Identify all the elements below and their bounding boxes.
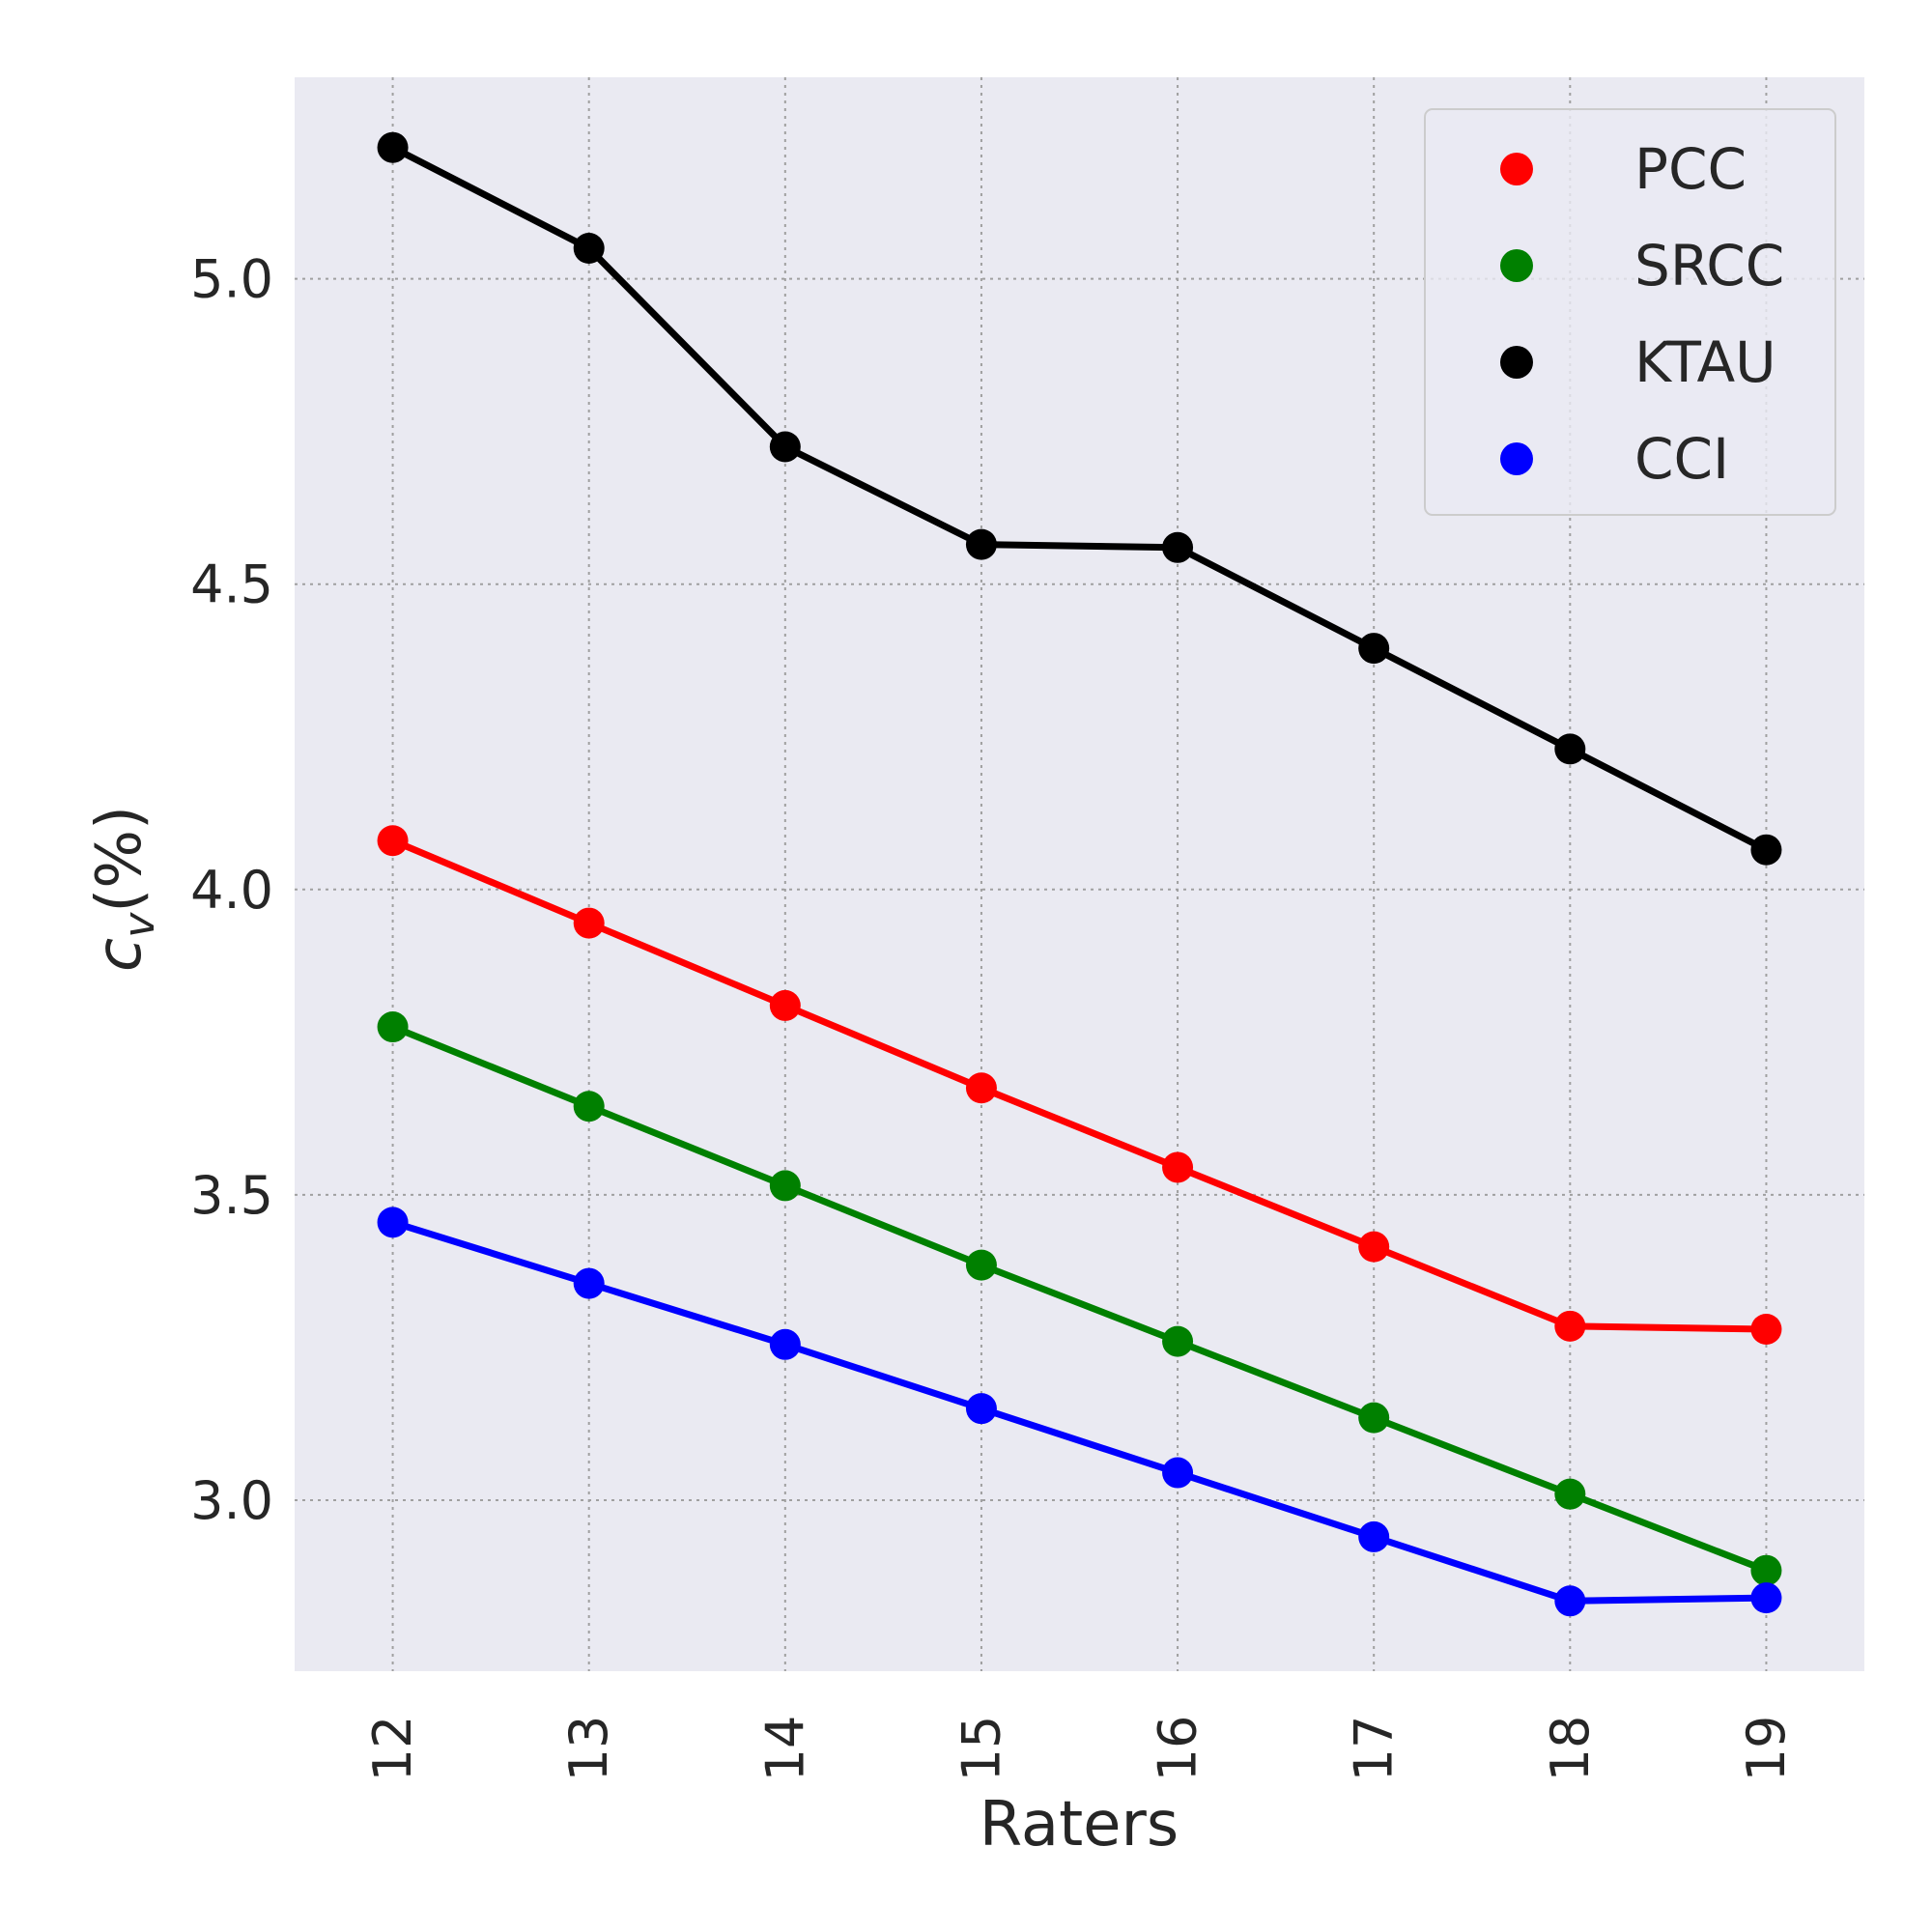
data-point-pcc bbox=[377, 825, 409, 857]
data-point-ktau bbox=[769, 431, 801, 463]
x-tick-label: 12 bbox=[362, 1716, 423, 1782]
legend-marker-srcc bbox=[1500, 249, 1533, 282]
legend-label-pcc: PCC bbox=[1634, 136, 1747, 202]
series-ktau bbox=[377, 131, 1782, 866]
x-axis-title: Raters bbox=[980, 1789, 1179, 1861]
data-point-ktau bbox=[1162, 531, 1194, 563]
x-tick-label: 18 bbox=[1540, 1716, 1601, 1782]
data-point-srcc bbox=[965, 1249, 997, 1281]
data-point-cci bbox=[377, 1207, 409, 1238]
svg-text:cv(%): cv(%) bbox=[84, 806, 164, 972]
data-point-srcc bbox=[769, 1170, 801, 1202]
data-point-srcc bbox=[573, 1091, 605, 1122]
x-axis-ticks: 12 13 14 15 16 17 18 19 bbox=[362, 1716, 1797, 1782]
data-point-cci bbox=[965, 1393, 997, 1425]
y-axis-title-main: c bbox=[84, 938, 156, 972]
series-line-pcc bbox=[389, 837, 1770, 1333]
series-group bbox=[377, 131, 1782, 1617]
data-point-pcc bbox=[573, 907, 605, 939]
legend: PCC SRCC KTAU CCI bbox=[1424, 108, 1836, 516]
legend-marker-ktau bbox=[1500, 346, 1533, 379]
data-point-srcc bbox=[1750, 1554, 1782, 1586]
x-tick-label: 13 bbox=[558, 1716, 619, 1782]
data-point-pcc bbox=[1750, 1313, 1782, 1345]
series-line-cci bbox=[389, 1218, 1770, 1605]
data-point-pcc bbox=[965, 1072, 997, 1104]
x-tick-label: 16 bbox=[1148, 1716, 1208, 1782]
data-point-ktau bbox=[377, 131, 409, 163]
data-point-ktau bbox=[1358, 633, 1390, 665]
data-point-ktau bbox=[965, 528, 997, 560]
data-point-srcc bbox=[377, 1011, 409, 1043]
data-point-ktau bbox=[1750, 834, 1782, 866]
data-point-ktau bbox=[1554, 733, 1586, 765]
series-line-ktau bbox=[389, 144, 1770, 854]
data-point-cci bbox=[573, 1267, 605, 1299]
data-point-srcc bbox=[1554, 1478, 1586, 1510]
data-point-pcc bbox=[1162, 1151, 1194, 1183]
series-line-srcc bbox=[389, 1023, 1770, 1575]
legend-frame bbox=[1424, 108, 1836, 516]
data-point-cci bbox=[1358, 1520, 1390, 1552]
legend-label-cci: CCI bbox=[1634, 426, 1729, 492]
y-axis-title: cv(%) bbox=[84, 806, 164, 972]
y-tick-label: 4.0 bbox=[190, 860, 273, 921]
data-point-pcc bbox=[1358, 1231, 1390, 1263]
data-point-cci bbox=[769, 1328, 801, 1360]
y-tick-label: 4.5 bbox=[190, 554, 273, 615]
x-tick-label: 19 bbox=[1736, 1716, 1797, 1782]
y-tick-label: 3.5 bbox=[190, 1165, 273, 1226]
y-axis-title-subscript: v bbox=[115, 912, 164, 938]
data-point-cci bbox=[1554, 1585, 1586, 1617]
data-point-cci bbox=[1162, 1457, 1194, 1489]
x-tick-label: 17 bbox=[1344, 1716, 1405, 1782]
data-point-srcc bbox=[1358, 1402, 1390, 1434]
y-axis-title-suffix: (%) bbox=[84, 806, 156, 913]
data-point-cci bbox=[1750, 1582, 1782, 1614]
data-point-ktau bbox=[573, 233, 605, 265]
data-point-pcc bbox=[1554, 1310, 1586, 1342]
legend-label-srcc: SRCC bbox=[1634, 233, 1784, 298]
y-axis-ticks: 3.0 3.5 4.0 4.5 5.0 bbox=[190, 249, 273, 1531]
legend-label-ktau: KTAU bbox=[1634, 329, 1776, 395]
data-point-srcc bbox=[1162, 1325, 1194, 1357]
series-srcc bbox=[377, 1011, 1782, 1586]
legend-marker-pcc bbox=[1500, 153, 1533, 185]
x-tick-label: 14 bbox=[754, 1716, 815, 1782]
legend-marker-cci bbox=[1500, 442, 1533, 475]
y-tick-label: 3.0 bbox=[190, 1470, 273, 1531]
x-tick-label: 15 bbox=[951, 1716, 1011, 1782]
series-pcc bbox=[377, 825, 1782, 1345]
data-point-pcc bbox=[769, 989, 801, 1021]
y-tick-label: 5.0 bbox=[190, 249, 273, 310]
series-cci bbox=[377, 1207, 1782, 1617]
